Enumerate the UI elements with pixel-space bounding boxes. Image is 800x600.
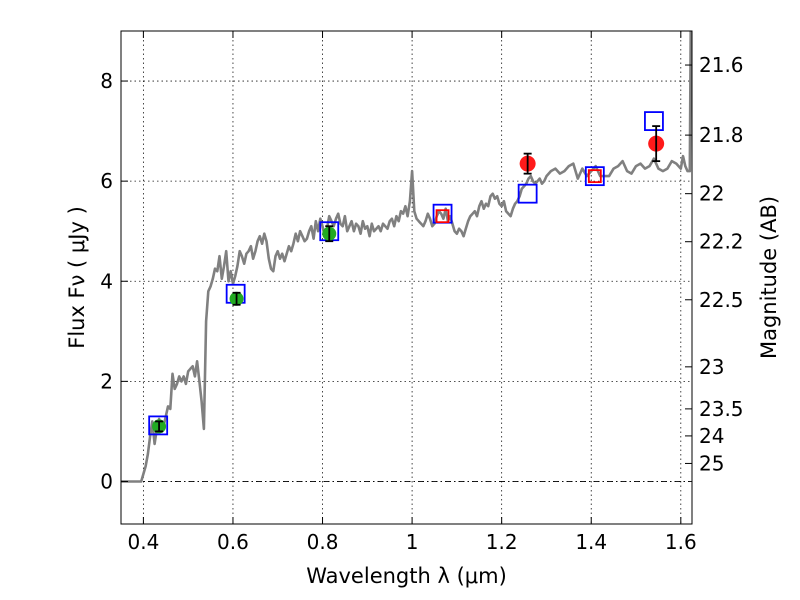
x-tick-label: 1 — [406, 530, 419, 554]
y-axis-label: Flux Fν ( μJy ) — [65, 206, 89, 349]
blue-square-marker — [584, 166, 605, 187]
blue-square-marker — [517, 183, 538, 204]
model-spectrum-line — [121, 30, 692, 483]
right-tick-label: 23 — [699, 355, 724, 379]
red-square-marker — [587, 169, 602, 184]
right-tick-label: 22.5 — [699, 288, 744, 312]
x-tick-label: 1.4 — [575, 530, 607, 554]
x-tick-label: 1.2 — [486, 530, 518, 554]
right-tick-label: 23.5 — [699, 397, 744, 421]
grid — [121, 31, 692, 524]
red-square-marker — [435, 209, 450, 224]
photometry-points — [152, 125, 665, 434]
blue-square-marker — [148, 415, 169, 436]
right-axis-label: Magnitude (AB) — [757, 196, 781, 359]
right-tick-label: 21.6 — [699, 53, 744, 77]
y-axis-ticks: 0 2 4 6 8 — [100, 69, 128, 493]
right-tick-label: 22 — [699, 182, 724, 206]
right-tick-label: 22.2 — [699, 230, 744, 254]
right-axis-ticks: 21.6 21.8 22 22.2 22.5 23 23.5 24 25 — [685, 53, 744, 475]
blue-square-marker — [644, 111, 664, 131]
right-tick-label: 24 — [699, 424, 724, 448]
y-tick-label: 2 — [100, 369, 113, 393]
x-axis-label: Wavelength λ (μm) — [306, 564, 507, 588]
x-tick-label: 0.6 — [217, 530, 249, 554]
right-tick-label: 25 — [699, 451, 724, 475]
y-tick-label: 4 — [100, 269, 113, 293]
x-tick-label: 0.8 — [307, 530, 339, 554]
y-tick-label: 6 — [100, 169, 113, 193]
y-tick-label: 0 — [100, 469, 113, 493]
photometry-boxes — [148, 111, 664, 436]
right-tick-label: 21.8 — [699, 123, 744, 147]
model-spectrum — [121, 30, 692, 483]
x-tick-label: 0.4 — [127, 530, 159, 554]
plot-frame — [120, 30, 693, 525]
y-tick-label: 8 — [100, 69, 113, 93]
x-tick-label: 1.6 — [665, 530, 697, 554]
x-axis-ticks: 0.4 0.6 0.8 1 1.2 1.4 1.6 — [127, 31, 697, 554]
